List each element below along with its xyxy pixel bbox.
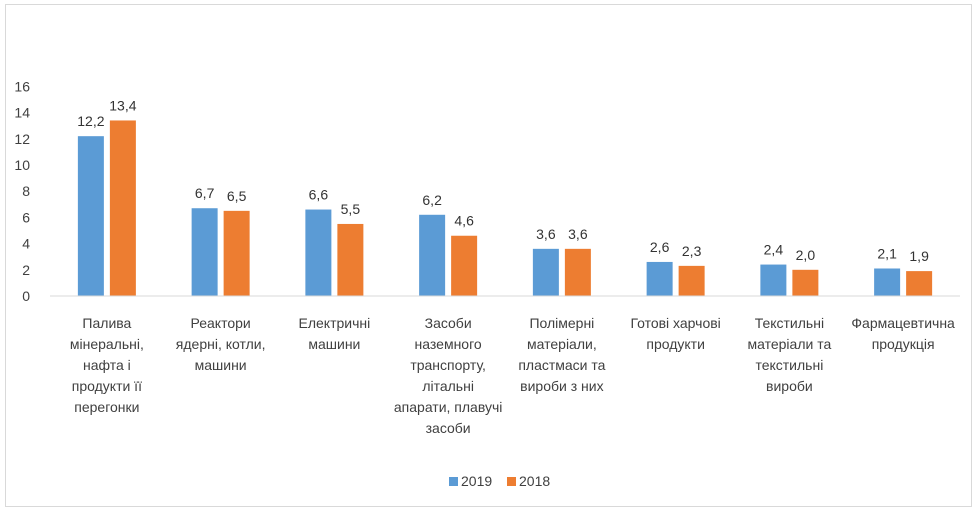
y-tick-label: 8: [22, 183, 30, 199]
category-label-line: Фармацевтична: [851, 315, 955, 331]
category-label: Фармацевтична продукція: [851, 315, 955, 352]
data-label: 1,9: [909, 248, 929, 264]
category-label-line: мінеральні,: [70, 336, 144, 352]
bars: [77, 120, 933, 297]
category-label-line: машини: [195, 357, 247, 373]
y-axis: 0 2 4 6 8 10 12 14 16: [14, 78, 30, 304]
y-tick-label: 14: [14, 105, 30, 121]
y-tick-label: 12: [14, 131, 30, 147]
category-label: Засоби наземного транспорту, літальні апарат…: [394, 315, 503, 436]
chart-area: [5, 4, 972, 507]
bar-2019-5: [646, 261, 673, 296]
data-label: 13,4: [109, 97, 136, 113]
category-label-line: Текстильні: [755, 315, 824, 331]
category-label-line: вироби з них: [520, 378, 603, 394]
data-label: 12,2: [77, 113, 104, 129]
category-label-line: продукти: [646, 336, 705, 352]
data-label: 3,6: [536, 226, 556, 242]
bar-2018-4: [564, 248, 591, 296]
category-label-line: Реактори: [191, 315, 251, 331]
category-label-line: Електричні: [299, 315, 371, 331]
category-label-line: транспорту,: [410, 357, 486, 373]
bar-2019-1: [191, 208, 218, 296]
data-label: 2,1: [877, 245, 897, 261]
x-axis: Палива мінеральні, нафта і продукти її перег…: [50, 295, 960, 436]
y-tick-label: 4: [22, 236, 30, 252]
bar-2018-6: [792, 269, 819, 296]
category-label-line: текстильні: [755, 357, 823, 373]
data-label: 6,5: [227, 188, 247, 204]
y-tick-label: 10: [14, 157, 30, 173]
data-label: 4,6: [454, 213, 474, 229]
category-label-line: матеріали та: [748, 336, 832, 352]
category-label: Полімерні матеріали, пластмаси та вироби з …: [518, 315, 605, 394]
category-label-line: вироби: [766, 378, 813, 394]
y-tick-label: 2: [22, 262, 30, 278]
category-label-line: продукція: [872, 336, 935, 352]
category-label-line: засоби: [426, 420, 471, 436]
category-label: Готові харчові продукти: [630, 315, 720, 352]
bar-2019-0: [77, 136, 104, 296]
legend-swatch-2018: [507, 477, 516, 486]
data-labels: 12,2 13,4 6,7 6,5 6,6 5,5 6,2 4,6 3,6 3,6 2,6 2,3 2,…: [77, 97, 929, 264]
data-label: 2,6: [650, 239, 670, 255]
category-label: Електричні машини: [299, 315, 371, 352]
bar-2018-0: [109, 120, 136, 297]
category-label-line: Палива: [82, 315, 131, 331]
y-tick-label: 16: [14, 78, 30, 94]
y-tick-label: 0: [22, 288, 30, 304]
legend-swatch-2019: [449, 477, 458, 486]
category-label-line: Полімерні: [529, 315, 594, 331]
y-tick-label: 6: [22, 209, 30, 225]
category-label-line: наземного: [415, 336, 482, 352]
bar-2018-3: [451, 235, 478, 296]
legend-label: 2018: [519, 473, 550, 489]
data-label: 6,6: [309, 187, 329, 203]
bar-2019-7: [874, 268, 901, 296]
bar-2018-1: [223, 210, 250, 296]
category-label-line: апарати, плавучі: [394, 399, 503, 415]
data-label: 5,5: [341, 201, 361, 217]
data-label: 2,3: [682, 243, 702, 259]
bar-2019-2: [305, 209, 332, 296]
bar-2019-6: [760, 264, 787, 296]
legend: 2019 2018: [449, 473, 550, 489]
category-label-line: літальні: [422, 378, 474, 394]
category-label-line: ядерні, котли,: [176, 336, 266, 352]
category-label: Палива мінеральні, нафта і продукти її перег…: [70, 315, 144, 415]
bar-2019-3: [419, 214, 446, 296]
category-label-line: перегонки: [74, 399, 139, 415]
category-label-line: машини: [308, 336, 360, 352]
legend-label: 2019: [461, 473, 492, 489]
data-label: 2,0: [796, 247, 816, 263]
category-label: Текстильні матеріали та текстильні вироби: [748, 315, 832, 394]
bar-2019-4: [532, 248, 559, 296]
bar-2018-5: [678, 265, 705, 296]
bar-2018-2: [337, 223, 364, 296]
category-label-line: пластмаси та: [518, 357, 605, 373]
category-label: Реактори ядерні, котли, машини: [176, 315, 266, 373]
category-label-line: Засоби: [425, 315, 472, 331]
data-label: 6,2: [422, 192, 442, 208]
category-label-line: нафта і: [83, 357, 131, 373]
category-label-line: матеріали,: [527, 336, 597, 352]
category-label-line: продукти її: [72, 378, 142, 394]
data-label: 2,4: [764, 242, 784, 258]
data-label: 3,6: [568, 226, 588, 242]
category-label-line: Готові харчові: [630, 315, 720, 331]
data-label: 6,7: [195, 185, 215, 201]
bar-2018-7: [906, 271, 933, 296]
